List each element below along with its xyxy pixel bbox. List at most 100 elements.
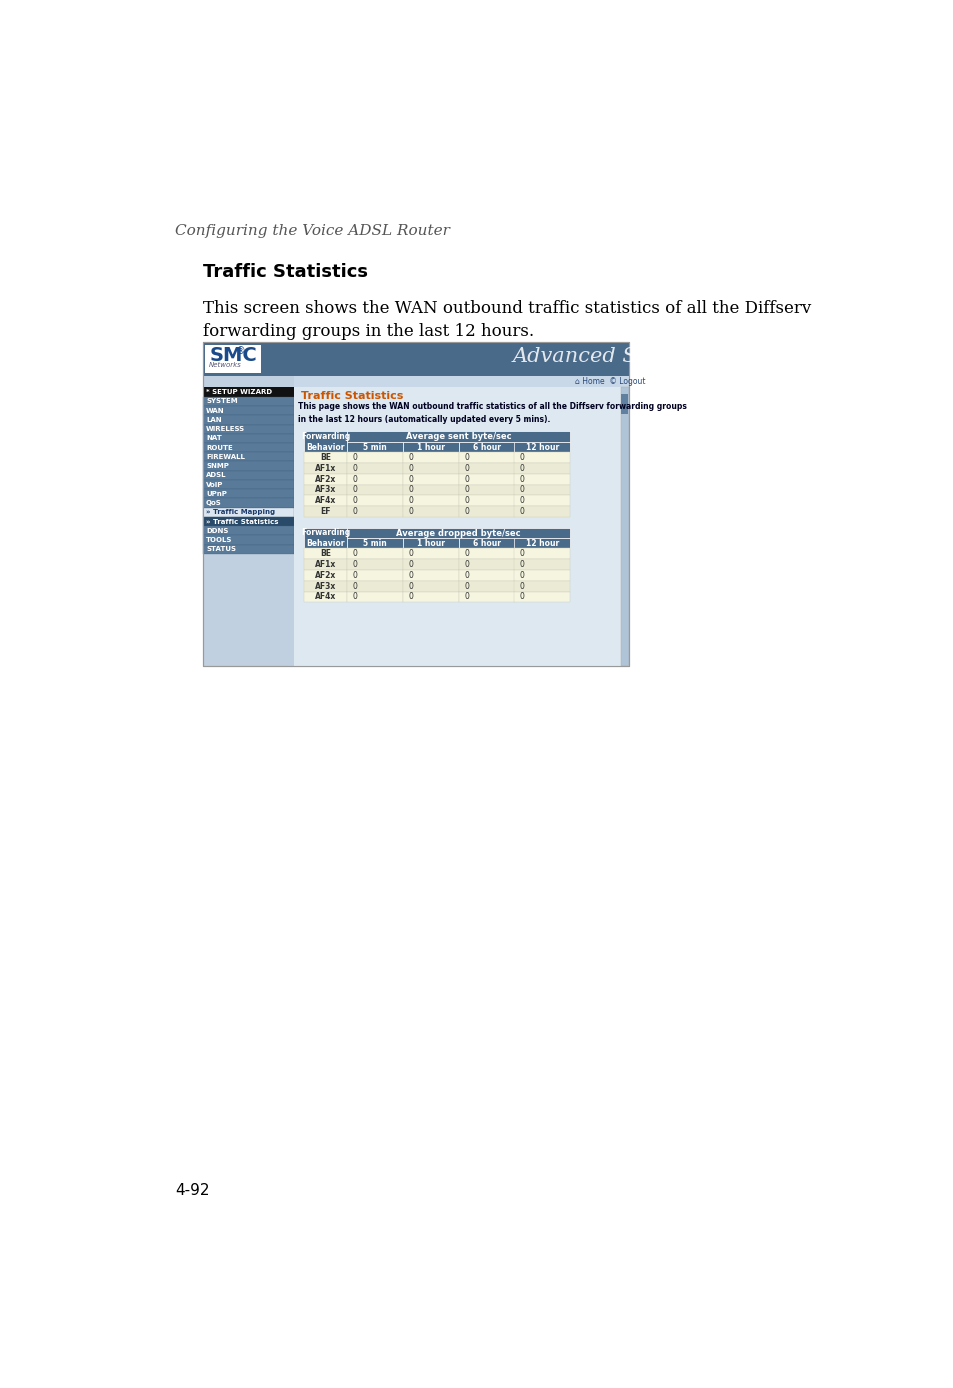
Bar [402, 591, 458, 602]
Text: 0: 0 [519, 507, 524, 516]
Bar [203, 461, 294, 471]
Bar [203, 341, 629, 665]
Bar [347, 464, 402, 473]
Text: This screen shows the WAN outbound traffic statistics of all the Diffserv: This screen shows the WAN outbound traff… [203, 300, 810, 316]
Text: » Traffic Statistics: » Traffic Statistics [206, 519, 278, 525]
Text: 0: 0 [408, 497, 413, 505]
Text: ⌂ Home  © Logout: ⌂ Home © Logout [575, 378, 645, 386]
Text: Configuring the Voice ADSL Router: Configuring the Voice ADSL Router [174, 225, 450, 239]
Text: ROUTE: ROUTE [206, 444, 233, 451]
Bar [620, 394, 628, 414]
Bar [514, 443, 570, 452]
Text: VoIP: VoIP [206, 482, 223, 487]
Text: 5 min: 5 min [363, 443, 387, 451]
Bar [203, 452, 294, 461]
Bar [203, 544, 294, 554]
Bar [458, 473, 514, 484]
Text: FIREWALL: FIREWALL [206, 454, 245, 459]
Bar [203, 489, 294, 498]
Bar [514, 464, 570, 473]
Bar [402, 443, 458, 452]
Bar [347, 591, 402, 602]
Text: 0: 0 [353, 452, 357, 462]
Bar [203, 443, 294, 452]
Text: 0: 0 [408, 475, 413, 483]
Bar [514, 570, 570, 580]
Bar [458, 548, 514, 559]
Text: 0: 0 [353, 507, 357, 516]
Bar [303, 473, 347, 484]
Text: 6 hour: 6 hour [472, 539, 500, 548]
Text: ADSL: ADSL [206, 472, 226, 479]
Bar [303, 464, 347, 473]
Bar [303, 580, 347, 591]
Bar [303, 527, 347, 548]
Text: 0: 0 [464, 582, 469, 591]
Bar [458, 591, 514, 602]
Text: Forwarding
Behavior: Forwarding Behavior [300, 527, 350, 548]
Bar [402, 559, 458, 570]
Text: SYSTEM: SYSTEM [206, 398, 237, 404]
Text: 0: 0 [464, 486, 469, 494]
Text: UPnP: UPnP [206, 491, 227, 497]
Bar [347, 539, 402, 548]
Bar [303, 570, 347, 580]
Text: AF3x: AF3x [314, 582, 335, 591]
Text: 0: 0 [519, 582, 524, 591]
Bar [347, 484, 402, 496]
Text: DDNS: DDNS [206, 527, 228, 534]
Bar [205, 346, 261, 373]
Bar [203, 425, 294, 434]
Bar [402, 548, 458, 559]
Bar [514, 496, 570, 507]
Text: WIRELESS: WIRELESS [206, 426, 245, 432]
Bar [402, 452, 458, 464]
Bar [203, 516, 294, 526]
Text: 0: 0 [353, 550, 357, 558]
Text: 5 min: 5 min [363, 539, 387, 548]
Bar [458, 496, 514, 507]
Bar [303, 591, 347, 602]
Text: SNMP: SNMP [206, 464, 229, 469]
Text: 0: 0 [408, 570, 413, 580]
Text: 0: 0 [519, 452, 524, 462]
Text: 6 hour: 6 hour [472, 443, 500, 451]
Text: 0: 0 [519, 497, 524, 505]
Text: 0: 0 [519, 486, 524, 494]
Text: 0: 0 [353, 570, 357, 580]
Text: 0: 0 [408, 452, 413, 462]
Bar [347, 570, 402, 580]
Bar [203, 434, 294, 443]
Bar [203, 536, 294, 544]
Bar [347, 452, 402, 464]
Text: 0: 0 [408, 486, 413, 494]
Bar [203, 415, 294, 425]
Text: Advanced Setup: Advanced Setup [513, 347, 684, 366]
Bar [203, 471, 294, 480]
Bar [514, 591, 570, 602]
Text: 0: 0 [408, 507, 413, 516]
Bar [347, 507, 402, 516]
Text: TOOLS: TOOLS [206, 537, 233, 543]
Bar [458, 580, 514, 591]
Text: 12 hour: 12 hour [525, 539, 558, 548]
Text: EF: EF [320, 507, 331, 516]
Bar [458, 570, 514, 580]
Text: 4-92: 4-92 [174, 1184, 210, 1198]
Bar [347, 432, 570, 443]
Text: AF2x: AF2x [314, 570, 335, 580]
Bar [458, 507, 514, 516]
Text: QoS: QoS [206, 500, 221, 507]
Bar [514, 539, 570, 548]
Text: AF1x: AF1x [314, 561, 335, 569]
Text: forwarding groups in the last 12 hours.: forwarding groups in the last 12 hours. [203, 323, 534, 340]
Bar [303, 452, 347, 464]
Bar [294, 387, 629, 665]
Text: AF4x: AF4x [314, 497, 335, 505]
Text: BE: BE [319, 550, 331, 558]
Text: 0: 0 [464, 593, 469, 601]
Bar [402, 496, 458, 507]
Text: 1 hour: 1 hour [416, 539, 444, 548]
Bar [303, 484, 347, 496]
Bar [458, 539, 514, 548]
